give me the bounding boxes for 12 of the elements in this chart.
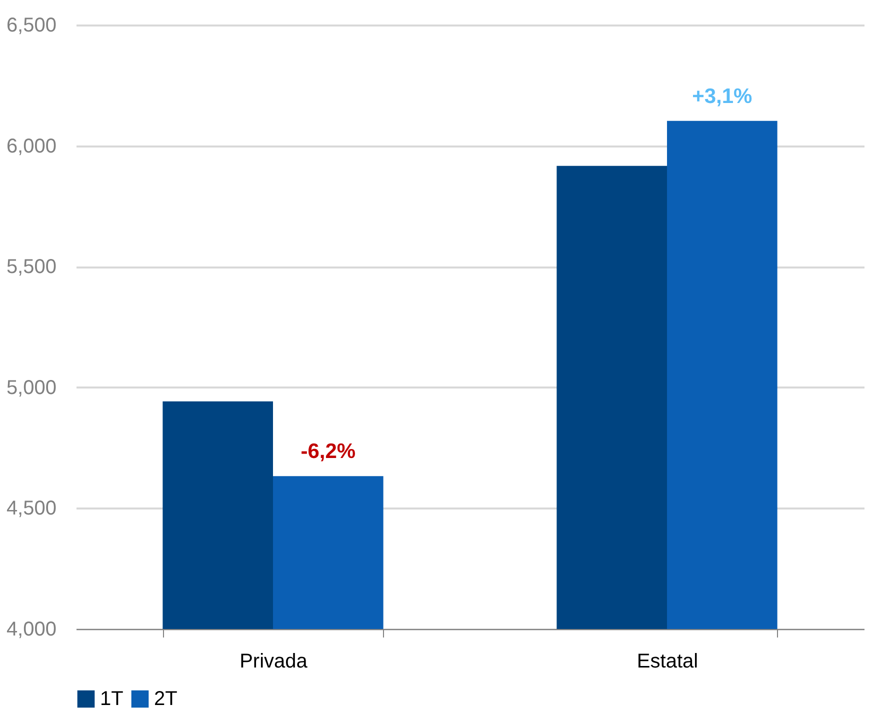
legend-label: 1T — [100, 688, 124, 710]
y-tick-label: 6,000 — [6, 135, 56, 158]
x-tick-label: Privada — [240, 650, 308, 672]
y-tick-label: 5,000 — [6, 376, 56, 399]
x-tick-label: Estatal — [636, 650, 698, 672]
y-tick-label: 5,500 — [6, 256, 56, 278]
annotation: +3,1% — [692, 84, 753, 108]
y-tick-label: 6,500 — [6, 14, 56, 36]
y-tick-label: 4,500 — [6, 498, 56, 520]
legend-label: 2T — [154, 688, 178, 710]
annotation: -6,2% — [300, 440, 356, 464]
y-tick-label: 4,000 — [6, 618, 56, 640]
